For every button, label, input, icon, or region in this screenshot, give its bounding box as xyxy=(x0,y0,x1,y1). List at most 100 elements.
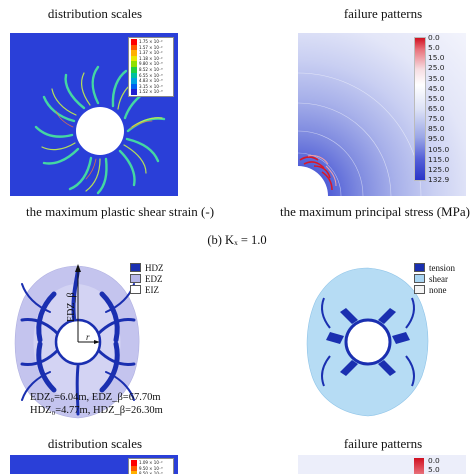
stress-legend-tick: 35.0 xyxy=(428,73,445,83)
failure-legend-swatch xyxy=(414,274,425,283)
principal-stress-panel: 0.0 5.0 15.0 25.0 35.0 45.0 55.0 65.0 75.0 85.0 95… xyxy=(298,33,466,196)
bottom-left-title: distribution scales xyxy=(47,436,143,451)
stress-legend-tick: 25.0 xyxy=(428,63,445,73)
strain-legend-swatch xyxy=(131,50,137,56)
strain-legend-entry: 1.75 × 10⁻² xyxy=(131,39,171,45)
top-left-title: distribution scales xyxy=(47,6,143,21)
bottom-stress-panel: 0.0 5.0 xyxy=(298,455,466,474)
edz-values-line-1: EDZ₀=6.04m, EDZ_β=67.70m xyxy=(30,392,161,403)
bottom-right-title: failure patterns xyxy=(343,436,423,451)
strain-legend-swatch xyxy=(131,44,137,51)
zone-legend-swatch xyxy=(130,274,141,283)
strain-legend-swatch xyxy=(131,66,137,73)
bottom-strain-legend-entry: 1.09 × 10⁻² xyxy=(131,460,171,466)
edz-values-line-2: HDZ₀=4.77m, HDZ_β=26.30m xyxy=(30,404,163,416)
edz-axis-label: EDZ_β xyxy=(66,292,77,322)
plastic-shear-strain-panel: 1.75 × 10⁻² 1.57 × 10⁻² 1.37 × 10⁻² 1.18 × … xyxy=(10,33,178,196)
strain-legend-swatch xyxy=(131,89,137,95)
bottom-strain-legend-swatch xyxy=(131,465,137,472)
bottom-strain-panel: 1.09 × 10⁻² 9.50 × 10⁻³ 8.50 × 10⁻³ xyxy=(10,455,178,474)
stress-legend-tick: 132.9 xyxy=(428,175,450,184)
stress-legend-tick: 5.0 xyxy=(428,43,440,53)
left-quantity-caption: the maximum plastic shear strain (-) xyxy=(25,204,215,219)
strain-legend-swatch xyxy=(131,61,137,67)
zone-legend-label: HDZ xyxy=(145,262,164,273)
stress-legend-tick: 85.0 xyxy=(428,124,445,134)
radius-label: r xyxy=(86,332,90,342)
zone-legend-swatch xyxy=(130,263,141,272)
failure-legend-entry: shear xyxy=(414,273,455,284)
bottom-strain-legend: 1.09 × 10⁻² 9.50 × 10⁻³ 8.50 × 10⁻³ xyxy=(128,458,174,474)
strain-legend-entry: 9.80 × 10⁻³ xyxy=(131,61,171,67)
strain-legend-entry: 1.57 × 10⁻² xyxy=(131,44,171,51)
bottom-stress-legend-tick: 5.0 xyxy=(428,465,440,474)
stress-legend-tick: 45.0 xyxy=(428,83,445,93)
panel-label: (b) Kₓ = 1.0 xyxy=(207,233,267,247)
failure-legend-swatch xyxy=(414,263,425,272)
zone-legend-entry: HDZ xyxy=(130,262,164,273)
stress-color-bar xyxy=(414,37,426,181)
strain-legend-swatch xyxy=(131,72,137,79)
stress-legend-tick: 95.0 xyxy=(428,134,445,144)
strain-legend-value: 1.75 × 10⁻² xyxy=(139,39,163,44)
failure-pattern-panel: tension shear none xyxy=(298,258,468,428)
stress-legend-tick: 0.0 xyxy=(428,33,440,42)
stress-legend-tick: 115.0 xyxy=(428,154,450,164)
strain-legend-value: 1.57 × 10⁻² xyxy=(139,44,163,50)
damage-zone-legend: HDZ EDZ EIZ xyxy=(130,262,164,295)
strain-legend-value: 1.52 × 10⁻³ xyxy=(139,89,163,95)
strain-legend-swatch xyxy=(131,55,137,62)
strain-legend-value: 1.18 × 10⁻² xyxy=(139,55,163,61)
bottom-stress-bar xyxy=(414,458,424,474)
strain-legend-entry: 4.83 × 10⁻³ xyxy=(131,78,171,84)
bottom-stress-legend-tick: 0.0 xyxy=(428,456,440,465)
strain-legend-entry: 3.15 × 10⁻³ xyxy=(131,83,171,90)
strain-legend-value: 1.37 × 10⁻² xyxy=(139,50,163,56)
damage-zone-panel: EDZ_β r HDZ EDZ EIZ EDZ₀=6.04m, EDZ_β=67.7… xyxy=(10,258,180,428)
failure-legend-entry: none xyxy=(414,284,455,295)
strain-legend-value: 9.80 × 10⁻³ xyxy=(139,61,163,67)
stress-legend-tick: 55.0 xyxy=(428,93,445,103)
tunnel-opening xyxy=(76,107,124,155)
zone-legend-entry: EDZ xyxy=(130,273,164,284)
zone-legend-label: EIZ xyxy=(145,284,159,295)
strain-legend-entry: 8.52 × 10⁻³ xyxy=(131,66,171,73)
strain-legend-swatch xyxy=(131,39,137,45)
failure-legend-label: none xyxy=(429,284,447,295)
bottom-strain-legend-value: 9.50 × 10⁻³ xyxy=(139,465,163,471)
zone-legend-label: EDZ xyxy=(145,273,163,284)
strain-legend-entry: 6.55 × 10⁻³ xyxy=(131,72,171,79)
tunnel-opening xyxy=(344,318,392,366)
failure-legend-label: tension xyxy=(429,262,455,273)
stress-legend-tick: 105.0 xyxy=(428,144,450,154)
edz-values: EDZ₀=6.04m, EDZ_β=67.70m HDZ₀=4.77m, HDZ… xyxy=(30,392,163,417)
stress-legend-tick: 65.0 xyxy=(428,104,445,113)
strain-legend-swatch xyxy=(131,78,137,84)
bottom-strain-legend-entry: 9.50 × 10⁻³ xyxy=(131,465,171,472)
strain-legend-value: 8.52 × 10⁻³ xyxy=(139,66,163,72)
failure-legend-swatch xyxy=(414,285,425,294)
bottom-strain-legend-value: 8.50 × 10⁻³ xyxy=(139,471,163,474)
bottom-strain-legend-swatch xyxy=(131,471,137,474)
strain-legend-entry: 1.18 × 10⁻² xyxy=(131,55,171,62)
bottom-strain-legend-swatch xyxy=(131,460,137,466)
failure-legend-label: shear xyxy=(429,273,448,284)
strain-legend-entry: 1.37 × 10⁻² xyxy=(131,50,171,56)
stress-legend-tick: 125.0 xyxy=(428,164,450,174)
strain-legend-swatch xyxy=(131,83,137,90)
failure-legend-entry: tension xyxy=(414,262,455,273)
failure-pattern-figure xyxy=(306,267,429,417)
zone-legend-entry: EIZ xyxy=(130,284,164,295)
stress-legend-tick: 75.0 xyxy=(428,114,445,124)
stress-legend-tick: 15.0 xyxy=(428,53,445,63)
bottom-strain-legend-entry: 8.50 × 10⁻³ xyxy=(131,471,171,474)
strain-color-legend: 1.75 × 10⁻² 1.57 × 10⁻² 1.37 × 10⁻² 1.18 × … xyxy=(128,37,174,97)
top-right-title: failure patterns xyxy=(343,6,423,21)
right-quantity-caption: the maximum principal stress (MPa) xyxy=(280,204,470,219)
strain-legend-value: 3.15 × 10⁻³ xyxy=(139,83,163,89)
strain-legend-entry: 1.52 × 10⁻³ xyxy=(131,89,171,95)
bottom-stress-legend: 0.0 5.0 xyxy=(414,456,460,474)
zone-legend-swatch xyxy=(130,285,141,294)
stress-color-legend: 0.0 5.0 15.0 25.0 35.0 45.0 55.0 65.0 75.0 85.0 95… xyxy=(414,33,460,184)
failure-type-legend: tension shear none xyxy=(414,262,455,295)
